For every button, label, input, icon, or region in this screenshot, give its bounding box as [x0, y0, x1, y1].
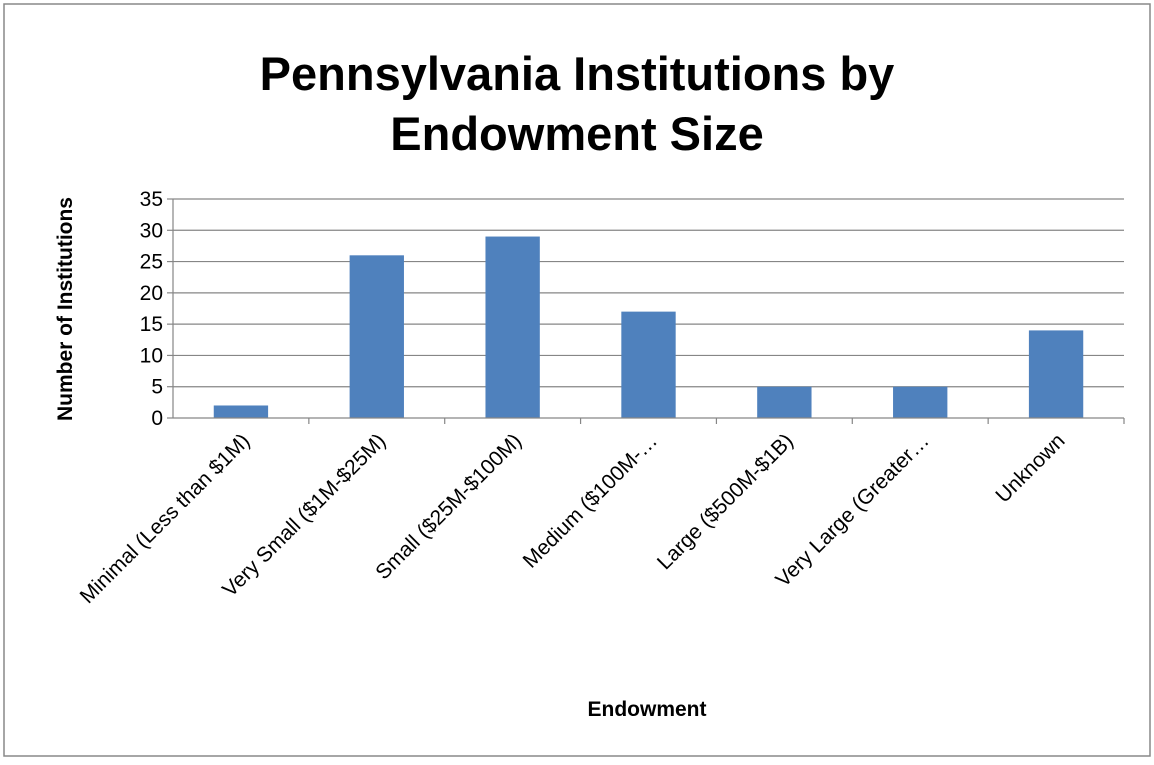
bar — [349, 255, 404, 418]
y-tick-label: 30 — [140, 219, 163, 242]
bar — [485, 236, 540, 418]
y-tick-label: 0 — [151, 407, 163, 430]
chart-border — [3, 3, 1151, 757]
y-tick-label: 20 — [140, 282, 163, 305]
x-axis-title: Endowment — [588, 698, 707, 721]
bar — [757, 386, 812, 418]
y-tick-label: 25 — [140, 251, 163, 274]
chart-title-line-2: Endowment Size — [390, 107, 763, 160]
y-tick-label: 15 — [140, 313, 163, 336]
axes — [167, 198, 1125, 424]
gridlines — [173, 198, 1124, 388]
bar — [1028, 330, 1084, 418]
y-axis-title: Number of Institutions — [54, 197, 77, 421]
bar — [893, 386, 948, 418]
y-tick-label: 10 — [140, 344, 163, 367]
y-tick-label: 35 — [140, 188, 163, 211]
y-tick-label: 5 — [151, 376, 163, 399]
bar — [213, 405, 269, 418]
chart-title-line-1: Pennsylvania Institutions by — [260, 47, 895, 100]
y-tick-labels: 0 5 10 15 20 25 30 35 — [140, 188, 163, 430]
bar — [621, 311, 676, 418]
bars — [213, 236, 1084, 418]
